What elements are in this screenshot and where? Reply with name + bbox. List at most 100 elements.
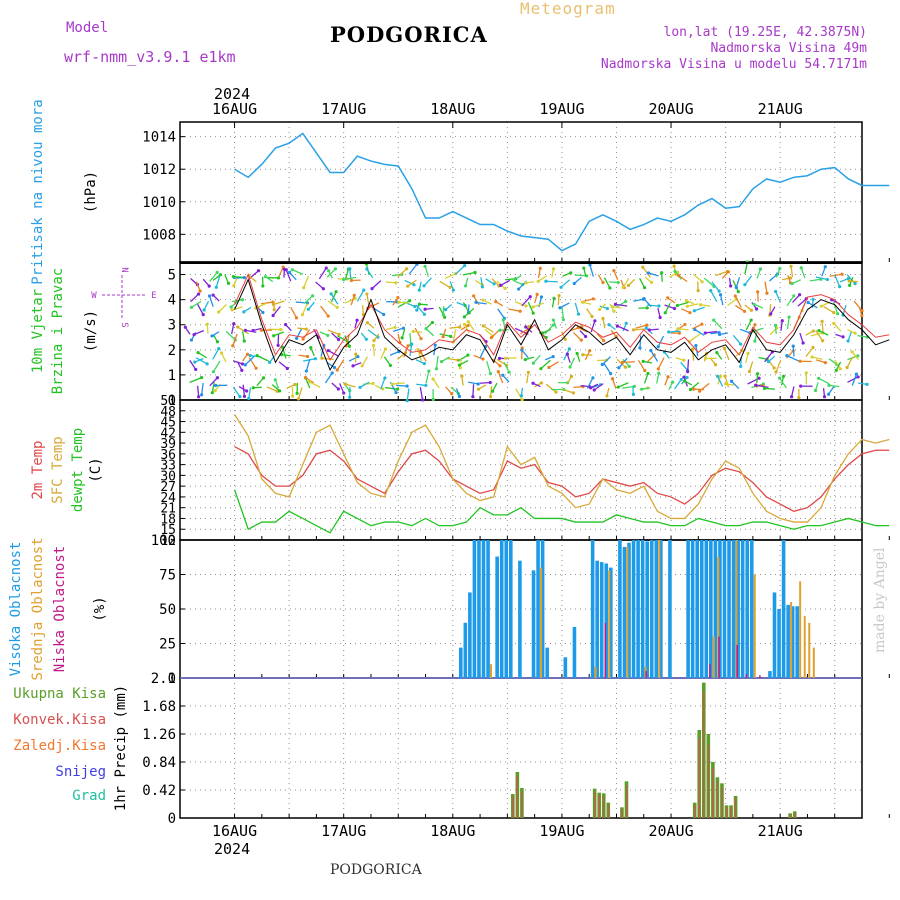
wind-arrow-head xyxy=(716,374,720,378)
y-tick-label: 0 xyxy=(168,393,176,409)
wind-arrow-head xyxy=(353,296,357,301)
wind-arrow-head xyxy=(646,271,651,275)
wind-arrow-head xyxy=(243,363,247,367)
wind-arrow-head xyxy=(283,322,288,327)
wind-arrow-head xyxy=(272,308,276,312)
wind-arrow xyxy=(635,324,648,329)
wind-arrow xyxy=(336,335,349,343)
high-cloud-bar xyxy=(713,540,718,678)
wind-arrow-head xyxy=(424,383,428,388)
wind-arrow xyxy=(818,330,829,336)
wind-arrow-head xyxy=(383,347,388,351)
wind-arrow-head xyxy=(434,367,439,371)
wind-arrow xyxy=(734,304,745,312)
wind-arrow-head xyxy=(284,268,288,272)
wind-arrow-head xyxy=(683,322,687,327)
wind-arrow-head xyxy=(753,323,757,327)
wind-arrow-head xyxy=(846,339,850,343)
wind-arrow-head xyxy=(692,309,696,313)
wind-arrow-head xyxy=(774,370,778,374)
wind-arrow-head xyxy=(600,362,604,367)
wind-arrow xyxy=(237,326,249,335)
wind-arrow-head xyxy=(709,289,713,293)
wind-arrow-head xyxy=(605,306,609,311)
wind-arrow-head xyxy=(838,285,842,289)
wind-arrow-head xyxy=(242,339,246,343)
wind-arrow-head xyxy=(406,344,410,348)
wind-arrow-head xyxy=(575,351,579,356)
high-cloud-bar xyxy=(777,609,781,678)
wind-arrow xyxy=(392,327,404,333)
wind-arrow-head xyxy=(612,269,616,273)
wind-arrow-head xyxy=(474,300,478,304)
wind-arrow-head xyxy=(798,293,802,297)
wind-arrow xyxy=(271,384,281,392)
wind-arrow-head xyxy=(441,335,445,339)
wind-arrow-head xyxy=(726,270,731,274)
wind-arrow-head xyxy=(365,267,369,271)
wind-arrow-head xyxy=(647,328,651,332)
high-cloud-bar xyxy=(609,567,613,678)
wind-arrow-head xyxy=(688,311,692,315)
wind-arrow-head xyxy=(205,322,209,326)
wind-arrow-head xyxy=(848,283,852,287)
wind-arrow xyxy=(450,386,459,395)
wind-arrow-head xyxy=(531,311,535,315)
wind-arrow-head xyxy=(524,281,528,285)
precip-conv-bar xyxy=(794,812,796,818)
wind-arrow-head xyxy=(616,385,620,389)
wind-arrow xyxy=(273,300,285,306)
wind-arrow xyxy=(790,266,794,278)
low-cloud-bar xyxy=(745,673,748,678)
wind-arrow-head xyxy=(371,381,375,386)
high-cloud-bar xyxy=(740,540,745,678)
high-cloud-bar xyxy=(504,540,509,678)
wind-arrow-head xyxy=(199,376,204,380)
low-cloud-bar xyxy=(709,664,711,678)
wind-arrow xyxy=(694,306,705,312)
wind-arrow xyxy=(646,354,655,364)
wind-arrow xyxy=(473,354,484,360)
top-date-label: 16AUG xyxy=(212,100,257,118)
wind-arrow-head xyxy=(324,266,328,270)
wind-arrow-head xyxy=(393,325,397,330)
wind-arrow xyxy=(233,275,244,278)
wind-arrow xyxy=(236,361,243,371)
wind-arrow-head xyxy=(593,319,597,323)
wind-arrow xyxy=(514,327,528,335)
wind-arrow-head xyxy=(512,278,516,282)
wind-arrow-head xyxy=(621,285,625,289)
wind-arrow-head xyxy=(838,367,842,371)
mid-cloud-bar xyxy=(712,636,715,678)
wind-arrow xyxy=(197,385,200,397)
y-tick-label: 2 xyxy=(168,343,176,359)
wind-arrow xyxy=(416,383,426,387)
wind-arrow-head xyxy=(194,367,198,372)
wind-arrow-head xyxy=(626,283,631,288)
wind-arrow xyxy=(613,270,619,280)
footer-station: PODGORICA xyxy=(330,862,422,878)
wind-arrow-head xyxy=(657,371,661,375)
wind-arrow xyxy=(366,268,374,279)
wind-arrow xyxy=(811,356,823,361)
wind-arrow-head xyxy=(581,353,585,357)
y-tick-label: 0.84 xyxy=(142,755,176,771)
wind-arrow-head xyxy=(551,267,556,271)
high-cloud-bar xyxy=(590,540,595,678)
bottom-date-label: 20AUG xyxy=(648,822,693,840)
wind-arrow-head xyxy=(685,375,689,380)
wind-arrow xyxy=(189,377,202,384)
wind-axis-label-2: Brzina i Pravac xyxy=(50,268,66,394)
wind-arrow-head xyxy=(778,266,782,271)
wind-arrow xyxy=(397,268,408,278)
wind-arrow xyxy=(425,328,435,337)
wind-arrow-head xyxy=(856,375,860,379)
top-year-label: 2024 xyxy=(214,85,251,103)
wind-arrow xyxy=(343,276,357,281)
wind-arrow xyxy=(527,301,534,314)
wind-arrow xyxy=(209,271,218,282)
wind-arrow-head xyxy=(405,267,409,271)
wind-arrow xyxy=(756,268,762,279)
